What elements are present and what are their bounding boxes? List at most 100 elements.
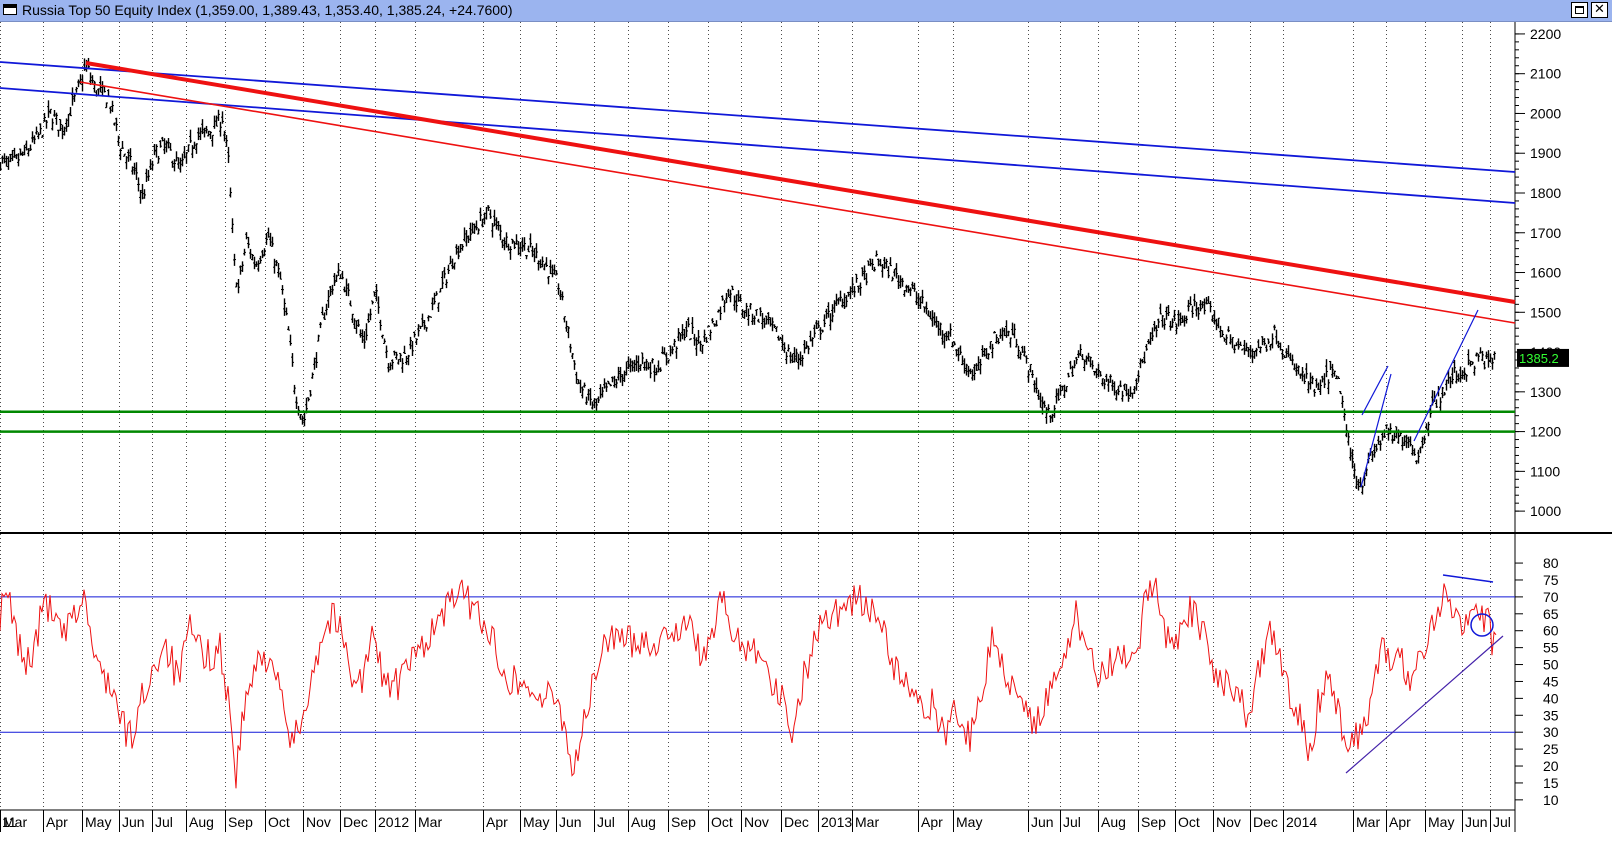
ohlc-bar [733, 295, 736, 311]
ohlc-bar [1073, 360, 1076, 369]
ohlc-bar [557, 283, 560, 295]
x-tick-label: Mar [3, 814, 27, 830]
ohlc-bar [715, 320, 718, 327]
ohlc-bar [1223, 337, 1226, 342]
ohlc-bar [1017, 345, 1020, 359]
ohlc-bar [1179, 312, 1182, 326]
ohlc-bar [1025, 355, 1028, 364]
ohlc-bar [947, 330, 950, 341]
ohlc-bar [1465, 373, 1468, 382]
maximize-button[interactable] [1571, 2, 1588, 18]
ohlc-bar [781, 334, 784, 351]
ohlc-bar [325, 303, 328, 316]
x-tick-label: Apr [1389, 814, 1411, 830]
ohlc-bar [43, 112, 46, 122]
ohlc-bar [383, 338, 386, 344]
ohlc-bar [897, 275, 900, 289]
ohlc-bar [511, 238, 514, 244]
ohlc-bar [405, 355, 408, 365]
ohlc-bar [1409, 436, 1412, 447]
ohlc-bar [1277, 340, 1280, 349]
price-y-label: 1500 [1530, 304, 1561, 320]
ohlc-bar [529, 233, 532, 248]
ohlc-bar [1451, 367, 1454, 385]
ohlc-bar [163, 138, 166, 155]
ohlc-bar [669, 345, 672, 357]
ohlc-bar [1479, 347, 1482, 354]
ohlc-bar [1189, 296, 1192, 306]
ohlc-bar [867, 260, 870, 266]
ohlc-bar [815, 320, 818, 329]
ohlc-bar [473, 223, 476, 234]
ohlc-bar [1113, 381, 1116, 396]
ohlc-bar [635, 355, 638, 372]
ohlc-bar [1365, 467, 1368, 477]
x-tick-label: Nov [1216, 814, 1241, 830]
close-button[interactable]: ✕ [1591, 2, 1608, 18]
ohlc-bar [1253, 350, 1256, 359]
ohlc-bar [1087, 352, 1090, 362]
ohlc-bar [827, 302, 830, 318]
osc-y-label: 10 [1543, 792, 1559, 808]
ohlc-bar [1485, 351, 1488, 360]
ohlc-bar [981, 345, 984, 357]
ohlc-bar [221, 111, 224, 124]
ohlc-bar [1299, 373, 1302, 379]
ohlc-bar [271, 236, 274, 247]
ohlc-bar [289, 334, 292, 346]
ohlc-bar [889, 257, 892, 267]
last-price-tag: 1385.2 [1517, 348, 1569, 367]
ohlc-bar [351, 313, 354, 323]
ohlc-bar [1167, 305, 1170, 317]
ohlc-bar [525, 255, 528, 260]
ohlc-bar [1205, 296, 1208, 305]
x-tick-label: 2013 [821, 814, 852, 830]
ohlc-bar [1393, 431, 1396, 441]
ohlc-bar [735, 294, 738, 313]
ohlc-bar [615, 378, 618, 389]
ohlc-bar [539, 259, 542, 269]
ohlc-bar [15, 153, 18, 160]
ohlc-bar [579, 379, 582, 394]
ohlc-bar [791, 353, 794, 363]
x-tick-label: Sep [228, 814, 253, 830]
ohlc-bar [1331, 363, 1334, 378]
ohlc-bar [653, 364, 656, 382]
ohlc-bar [1271, 333, 1274, 349]
ohlc-bar [1077, 350, 1080, 358]
ohlc-bar [19, 148, 22, 156]
ohlc-bar [317, 334, 320, 342]
ohlc-bar [917, 293, 920, 310]
ohlc-bar [581, 386, 584, 399]
ohlc-bar [1275, 329, 1278, 345]
ohlc-bar [593, 398, 596, 409]
ohlc-bar [527, 245, 530, 253]
ohlc-bar [685, 320, 688, 338]
ohlc-bar [329, 285, 332, 297]
ohlc-bar [573, 360, 576, 370]
ohlc-bar [613, 375, 616, 388]
ohlc-bar [229, 187, 232, 198]
ohlc-bar [1361, 485, 1364, 495]
ohlc-bar [1463, 367, 1466, 380]
ohlc-bar [727, 288, 730, 298]
ohlc-bar [129, 148, 132, 161]
ohlc-bar [697, 329, 700, 344]
ohlc-bar [1015, 338, 1018, 348]
ohlc-bar [159, 140, 162, 148]
ohlc-bar [571, 353, 574, 359]
ohlc-bar [29, 144, 32, 151]
window-titlebar[interactable]: Russia Top 50 Equity Index (1,359.00, 1,… [0, 0, 1612, 22]
ohlc-bar [1139, 358, 1142, 369]
ohlc-bar [195, 143, 198, 154]
ohlc-bar [553, 264, 556, 275]
ohlc-bar [1217, 317, 1220, 329]
ohlc-bar [121, 140, 124, 149]
ohlc-bar [1029, 363, 1032, 373]
ohlc-bar [395, 351, 398, 360]
ohlc-bar [665, 352, 668, 366]
ohlc-bar [239, 265, 242, 275]
ohlc-bar [783, 342, 786, 353]
ohlc-bar [443, 267, 446, 279]
ohlc-bar [1491, 357, 1494, 370]
